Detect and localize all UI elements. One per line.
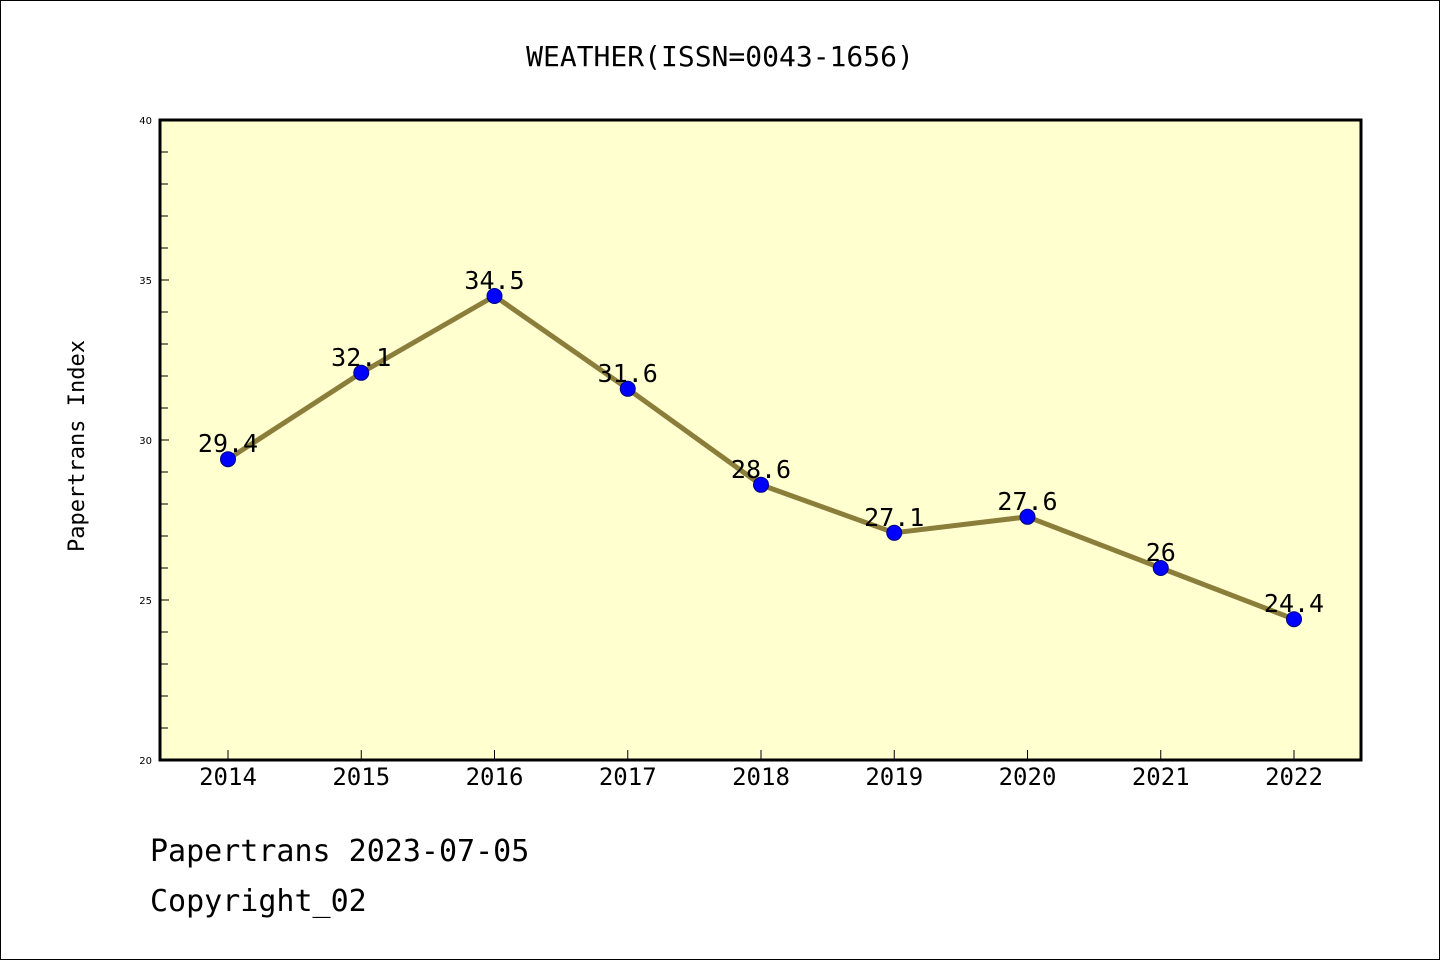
- chart-title: WEATHER(ISSN=0043-1656): [526, 40, 914, 73]
- y-tick-label-30: 30: [139, 436, 152, 447]
- x-tick-label-2022: 2022: [1265, 763, 1323, 791]
- y-tick-label-35: 35: [139, 276, 152, 287]
- plot-area: [160, 120, 1361, 760]
- footer-date: Papertrans 2023-07-05: [150, 834, 530, 869]
- data-label-2018: 28.6: [731, 455, 791, 484]
- data-label-2022: 24.4: [1264, 589, 1324, 618]
- data-label-2017: 31.6: [598, 359, 658, 388]
- x-tick-label-2021: 2021: [1132, 763, 1190, 791]
- data-label-2015: 32.1: [331, 343, 391, 372]
- series-marker-layer: [220, 288, 1302, 628]
- data-point-2019: [886, 524, 903, 541]
- data-point-2022: [1286, 611, 1302, 628]
- y-tick-label-25: 25: [139, 596, 152, 607]
- y-tick-label-40: 40: [139, 116, 152, 127]
- data-label-2014: 29.4: [198, 429, 258, 458]
- data-point-2015: [353, 364, 370, 381]
- y-axis-label: Papertrans Index: [65, 340, 90, 552]
- x-tick-label-2020: 2020: [999, 763, 1057, 791]
- data-point-2018: [753, 476, 769, 493]
- axis-ticks: 20 25 30 35 40 2014 2015 2016 2017 2018 2019 2020 20…: [139, 116, 1323, 791]
- x-tick-label-2018: 2018: [732, 763, 790, 791]
- data-label-layer: 29.4 32.1 34.5 31.6 28.6 27.1 27.6 26 24.4: [198, 266, 1324, 618]
- data-label-2021: 26: [1146, 538, 1176, 567]
- data-label-2016: 34.5: [464, 266, 524, 295]
- data-point-2017: [619, 380, 636, 397]
- data-point-2020: [1019, 508, 1036, 525]
- data-label-2020: 27.6: [997, 487, 1057, 516]
- data-point-2016: [486, 288, 503, 304]
- footer-copyright: Copyright_02: [150, 884, 367, 919]
- data-point-2014: [220, 451, 236, 468]
- x-tick-label-2019: 2019: [865, 763, 923, 791]
- data-label-2019: 27.1: [864, 503, 924, 532]
- x-tick-label-2016: 2016: [466, 763, 524, 791]
- y-tick-label-20: 20: [139, 756, 152, 767]
- x-tick-label-2014: 2014: [199, 763, 257, 791]
- x-tick-label-2015: 2015: [332, 763, 390, 791]
- x-tick-label-2017: 2017: [599, 763, 657, 791]
- plot-border: [158, 118, 1363, 762]
- data-point-2021: [1152, 560, 1169, 576]
